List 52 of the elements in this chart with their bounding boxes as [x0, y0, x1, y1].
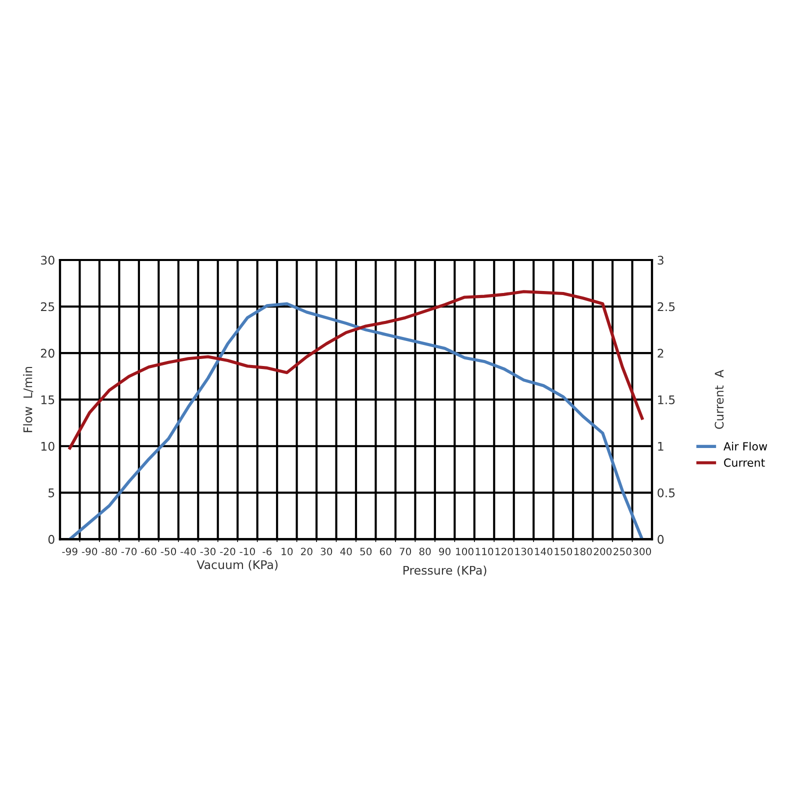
y-tick-label: 25	[40, 302, 54, 312]
x-tick-label: 130	[515, 548, 533, 556]
x-tick-label: 300	[633, 548, 652, 556]
x-tick-label: 140	[535, 548, 552, 556]
y-axis-title: Flow L/min	[23, 366, 34, 432]
x-tick-label: 120	[496, 548, 513, 556]
x-tick-label: 80	[419, 548, 431, 556]
y-tick-label: 10	[41, 442, 54, 451]
x-tick-label: 50	[360, 548, 372, 556]
y-tick-label: 30	[41, 256, 54, 265]
x-tick-label: -40	[180, 548, 196, 556]
line-series	[68, 290, 644, 450]
x-tick-label: -70	[121, 548, 137, 556]
line-series	[68, 302, 644, 540]
x-tick-label: -90	[82, 548, 98, 556]
x-tick-label: 180	[574, 548, 592, 556]
x-tick-label: 20	[301, 548, 312, 556]
y-tick-label: 20	[40, 348, 54, 358]
y2-tick-label: 0	[658, 534, 664, 544]
x-tick-label: -30	[200, 548, 216, 556]
legend-label: Current	[724, 458, 765, 467]
x-tick-label: -99	[62, 548, 78, 556]
x-tick-label: 60	[380, 548, 392, 556]
x-tick-label: 70	[400, 548, 412, 556]
x-tick-label: 100	[456, 548, 474, 556]
y2-tick-label: 2.5	[658, 302, 675, 312]
x-tick-label: -80	[102, 548, 117, 556]
y-tick-label: 0	[48, 534, 54, 544]
y-tick-label: 15	[41, 395, 54, 404]
legend-label: Air Flow	[724, 442, 768, 451]
x-tick-label: -60	[141, 548, 156, 556]
x-tick-label: 10	[282, 548, 293, 556]
x-tick-label: -20	[220, 548, 236, 556]
x-tick-label: 40	[340, 548, 352, 556]
x-tick-label: 200	[594, 548, 612, 556]
y2-tick-label: 1.5	[658, 395, 675, 404]
x-tick-label: -50	[160, 548, 176, 556]
y2-axis-title: Current A	[714, 370, 724, 429]
y2-tick-label: 0.5	[658, 488, 675, 498]
x-tick-label: 30	[320, 548, 332, 556]
x-tick-label: -10	[240, 548, 255, 556]
y2-tick-label: 1	[658, 442, 664, 451]
y-tick-label: 5	[48, 488, 54, 498]
x-tick-label: 150	[554, 548, 572, 556]
x-tick-label: 250	[614, 548, 632, 556]
y2-tick-label: 3	[658, 256, 664, 265]
x-tick-label: 110	[476, 548, 494, 556]
x-axis-title: Vacuum (KPa)	[196, 560, 278, 571]
x-tick-label: 90	[439, 548, 450, 556]
y2-tick-label: 2	[658, 348, 664, 358]
text: Pressure (KPa)	[403, 566, 486, 576]
x-tick-label: -6	[262, 548, 272, 556]
